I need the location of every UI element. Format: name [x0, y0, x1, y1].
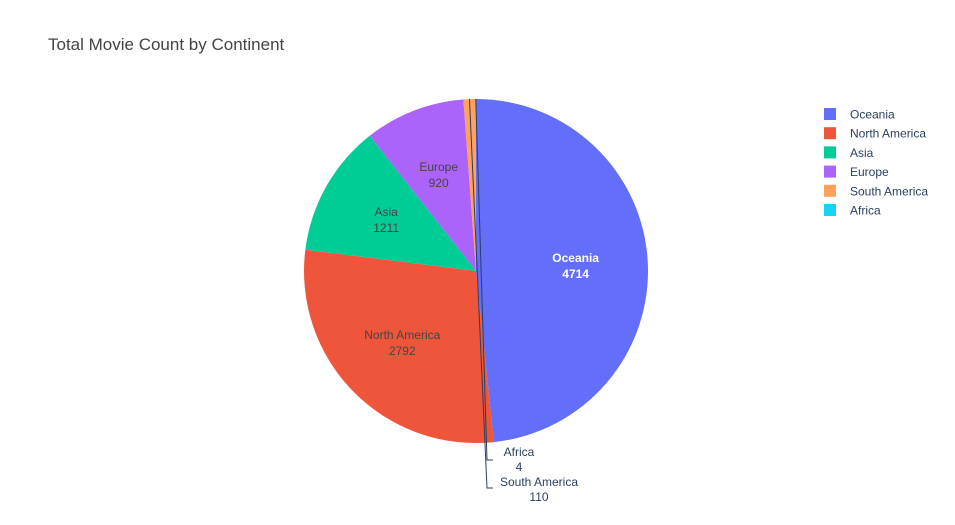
slice-value-south-america: 110: [529, 490, 548, 504]
legend-label-oceania: Oceania: [850, 108, 895, 122]
pie-slice-europe[interactable]: [369, 99, 476, 272]
leader-line-africa: [475, 98, 493, 461]
legend-item-south-america[interactable]: South America: [824, 184, 928, 198]
pie-labels: Oceania 4714 North America 2792 Asia 1211 Euro…: [364, 98, 599, 504]
pie-slice-north-america[interactable]: [304, 249, 494, 443]
legend-item-europe[interactable]: Europe: [824, 165, 889, 179]
slice-value-oceania: 4714: [562, 267, 589, 281]
pie-slices: [304, 99, 649, 443]
legend-label-africa: Africa: [850, 204, 881, 218]
legend-item-oceania[interactable]: Oceania: [824, 108, 895, 122]
chart-title: Total Movie Count by Continent: [48, 35, 285, 54]
slice-label-africa: Africa: [504, 445, 535, 459]
slice-label-europe: Europe: [419, 160, 458, 174]
legend-label-asia: Asia: [850, 146, 874, 160]
pie-slice-south-america[interactable]: [463, 99, 476, 271]
slice-value-asia: 1211: [373, 221, 399, 235]
legend-label-north-america: North America: [850, 127, 926, 141]
legend: Oceania North America Asia Europe South Amer…: [824, 108, 928, 218]
legend-swatch-europe: [824, 165, 836, 178]
legend-item-north-america[interactable]: North America: [824, 127, 926, 141]
pie-slice-asia[interactable]: [305, 135, 476, 271]
legend-swatch-north-america: [824, 127, 836, 140]
legend-item-asia[interactable]: Asia: [824, 146, 874, 160]
pie-slice-oceania[interactable]: [476, 99, 649, 443]
slice-value-north-america: 2792: [389, 344, 416, 358]
slice-label-south-america: South America: [500, 475, 578, 489]
legend-label-europe: Europe: [850, 165, 889, 179]
slice-label-asia: Asia: [374, 205, 398, 219]
slice-label-north-america: North America: [364, 328, 440, 342]
legend-item-africa[interactable]: Africa: [824, 204, 881, 218]
slice-value-africa: 4: [516, 460, 523, 474]
legend-swatch-oceania: [824, 108, 836, 120]
legend-swatch-asia: [824, 146, 836, 159]
leader-line-south-america: [468, 99, 493, 489]
legend-label-south-america: South America: [850, 184, 928, 198]
slice-label-oceania: Oceania: [552, 251, 599, 265]
slice-value-europe: 920: [429, 176, 449, 190]
legend-swatch-africa: [824, 204, 836, 216]
legend-swatch-south-america: [824, 184, 836, 197]
